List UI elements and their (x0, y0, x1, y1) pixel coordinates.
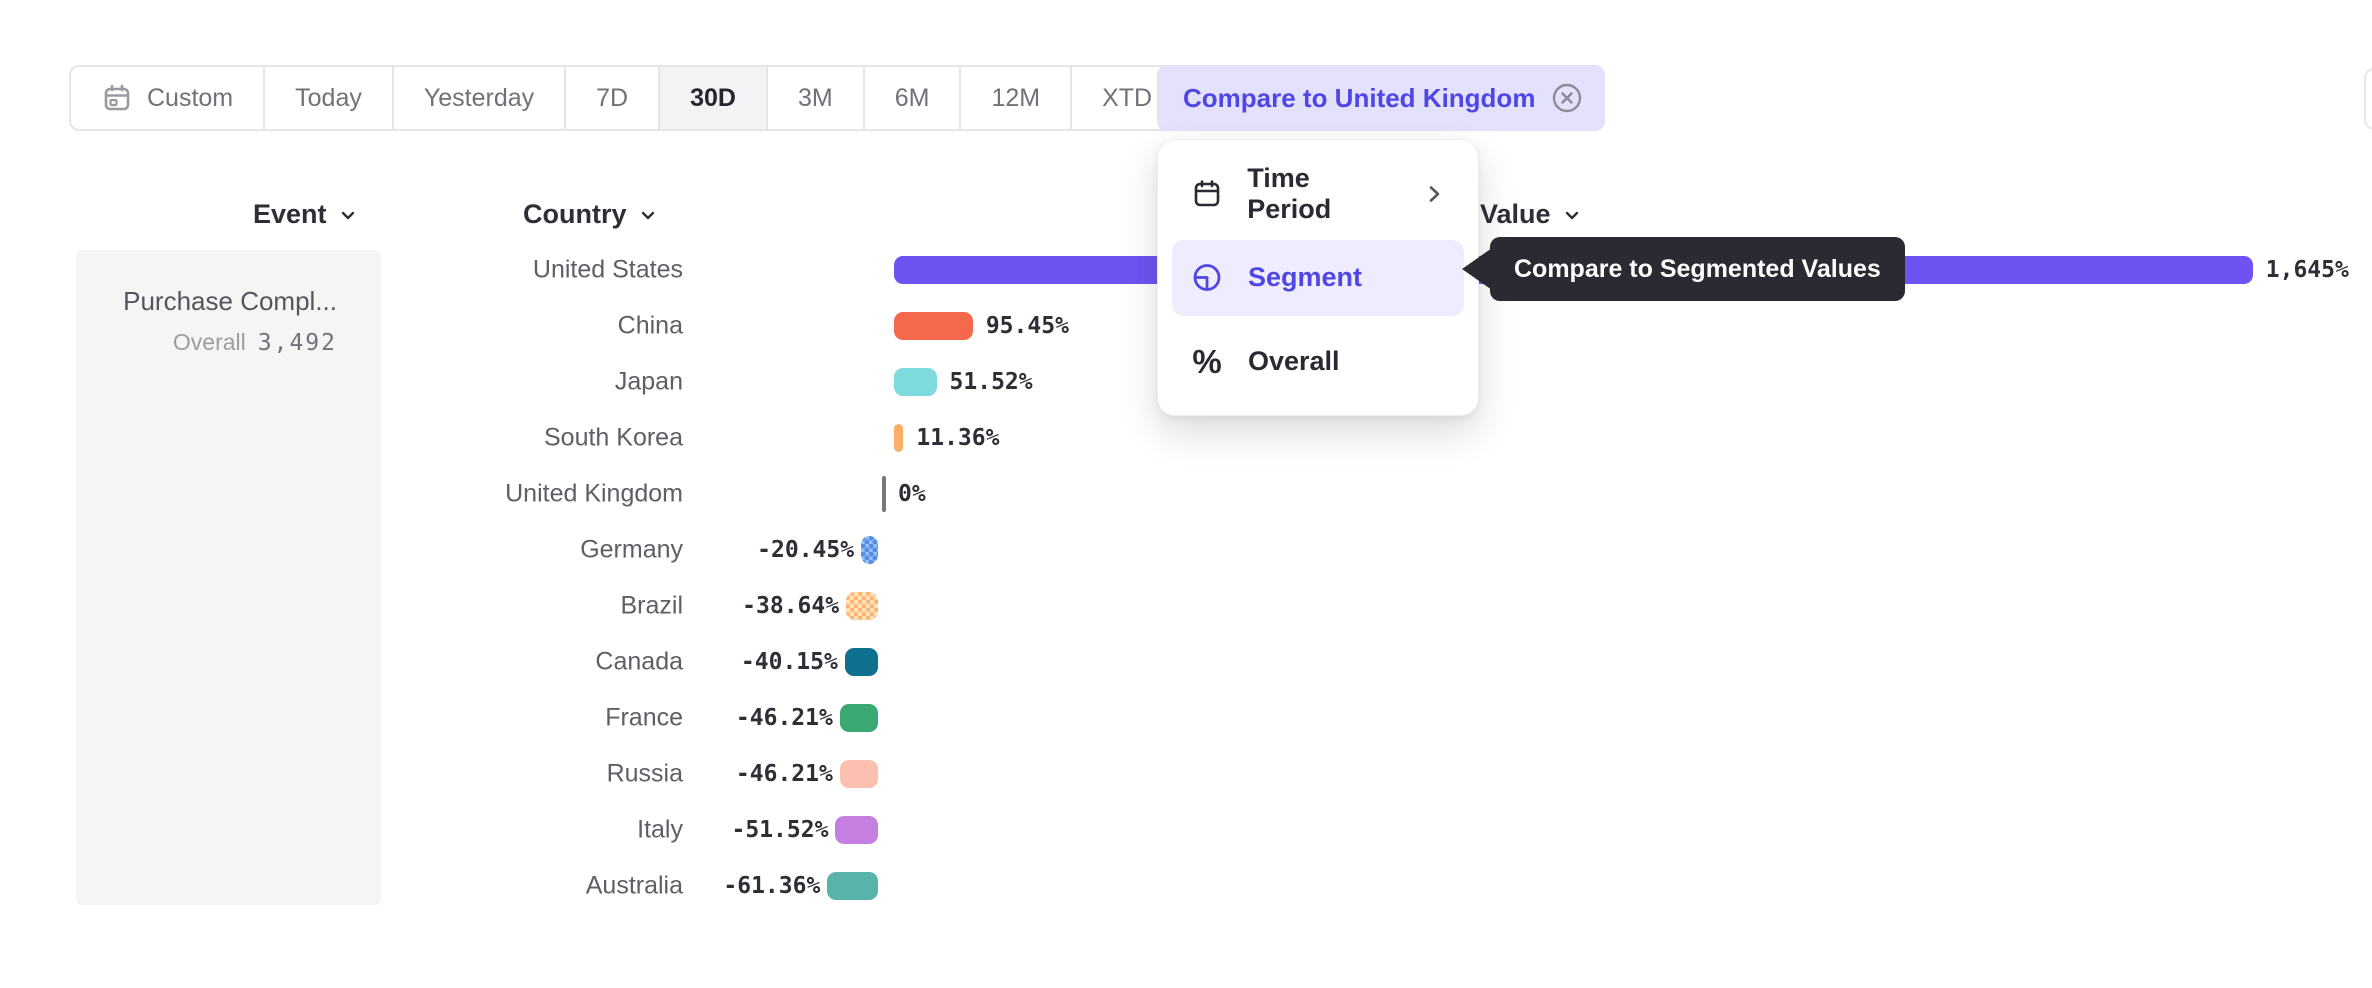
chart-row-russia: Russia -46.21% (0, 746, 2372, 802)
bar-germany[interactable] (861, 536, 878, 564)
calendar-icon (101, 82, 133, 114)
range-label: 30D (690, 83, 736, 112)
country-label: Australia (585, 871, 683, 900)
chart-row-united-kingdom: United Kingdom 0% (0, 466, 2372, 522)
range-30d-button[interactable]: 30D (660, 67, 768, 129)
chart-row-germany: Germany -20.45% (0, 522, 2372, 578)
bar-russia[interactable] (839, 760, 878, 788)
country-label: South Korea (544, 423, 683, 452)
chart-row-south-korea: South Korea 11.36% (0, 410, 2372, 466)
value-column-dropdown[interactable]: Value (1480, 199, 1583, 230)
country-label: Brazil (620, 591, 683, 620)
chart-row-japan: Japan 51.52% (0, 354, 2372, 410)
value-label: -46.21% (735, 761, 833, 787)
country-column-label: Country (523, 199, 627, 229)
chart-row-brazil: Brazil -38.64% (0, 578, 2372, 634)
chevron-down-icon (337, 204, 359, 226)
value-label: -46.21% (735, 705, 833, 731)
overall-label: Overall (172, 329, 246, 355)
country-label: Italy (637, 815, 683, 844)
range-label: Today (295, 83, 362, 112)
event-column-label: Event (253, 199, 327, 229)
country-label: Germany (580, 535, 683, 564)
range-custom-button[interactable]: Custom (71, 67, 266, 129)
menu-item-label: Time Period (1247, 163, 1332, 224)
country-label: Russia (606, 759, 683, 788)
country-label: United Kingdom (505, 479, 683, 508)
bar-china[interactable] (894, 312, 973, 340)
range-label: 6M (894, 83, 930, 112)
range-label: XTD (1102, 83, 1153, 112)
chevron-down-icon (1561, 204, 1583, 226)
menu-item-label: Overall (1248, 345, 1340, 376)
chart-row-china: China 95.45% (0, 298, 2372, 354)
range-label: Yesterday (423, 83, 535, 112)
bar-canada[interactable] (844, 648, 878, 676)
value-label: 1,645% (2265, 257, 2349, 283)
country-label: Japan (614, 367, 683, 396)
range-label: 3M (797, 83, 833, 112)
chart-row-canada: Canada -40.15% (0, 634, 2372, 690)
overall-count: 3,492 (257, 330, 337, 356)
event-name: Purchase Compl... (123, 286, 337, 316)
range-today-button[interactable]: Today (265, 67, 394, 129)
value-label: 51.52% (949, 369, 1033, 395)
menu-item-segment[interactable]: Segment (1172, 239, 1464, 316)
bar-japan[interactable] (894, 368, 937, 396)
value-label: -20.45% (757, 537, 855, 563)
event-overall-row: Overall 3,492 (92, 329, 337, 356)
range-label: Custom (147, 83, 234, 112)
range-6m-button[interactable]: 6M (865, 67, 962, 129)
chart-row-italy: Italy -51.52% (0, 802, 2372, 858)
compare-chip-label: Compare to United Kingdom (1183, 82, 1536, 113)
menu-item-overall[interactable]: % Overall (1172, 323, 1464, 399)
country-label: United States (532, 255, 683, 284)
close-circle-icon[interactable] (1551, 82, 1583, 114)
value-dropdown-menu: Time Period Segment% Overall (1157, 139, 1479, 416)
menu-item-time-period[interactable]: Time Period (1172, 156, 1464, 232)
tooltip: Compare to Segmented Values (1462, 237, 1905, 301)
range-label: 7D (596, 83, 629, 112)
country-label: China (617, 311, 683, 340)
bar-france[interactable] (839, 704, 878, 732)
chevron-down-icon (637, 204, 659, 226)
menu-item-label: Segment (1248, 262, 1363, 292)
country-label: France (605, 703, 683, 732)
tooltip-arrow-left (1462, 248, 1492, 290)
value-label: -61.36% (723, 873, 821, 899)
baseline-tick (882, 476, 886, 512)
event-column-dropdown[interactable]: Event (253, 199, 359, 230)
chart-row-france: France -46.21% (0, 690, 2372, 746)
tooltip-text: Compare to Segmented Values (1490, 237, 1905, 301)
event-panel[interactable]: Purchase Compl... Overall 3,492 (76, 250, 381, 905)
value-label: -38.64% (742, 593, 840, 619)
bar-australia[interactable] (827, 872, 878, 900)
range-7d-button[interactable]: 7D (566, 67, 661, 129)
range-label: 12M (991, 83, 1041, 112)
percent-icon: % (1192, 342, 1222, 380)
value-label: 95.45% (985, 313, 1069, 339)
clipped-control-edge (2364, 68, 2372, 130)
country-label: Canada (595, 647, 683, 676)
bar-brazil[interactable] (846, 592, 878, 620)
range-3m-button[interactable]: 3M (768, 67, 865, 129)
value-column-label: Value (1480, 199, 1551, 229)
value-label: 11.36% (916, 425, 1000, 451)
bar-south-korea[interactable] (894, 424, 904, 452)
calendar-icon (1190, 177, 1223, 211)
range-12m-button[interactable]: 12M (961, 67, 1073, 129)
chart-row-australia: Australia -61.36% (0, 858, 2372, 914)
chevron-right-icon (1422, 182, 1446, 206)
range-yesterday-button[interactable]: Yesterday (394, 67, 567, 129)
range-xtd-button[interactable]: XTD (1072, 67, 1218, 129)
date-range-toolbar: Custom Today Yesterday 7D 30D 3M 6M 12M XTD (69, 65, 1221, 131)
value-label: 0% (898, 481, 926, 507)
country-column-dropdown[interactable]: Country (523, 199, 659, 230)
compare-chip[interactable]: Compare to United Kingdom (1157, 65, 1606, 131)
value-label: -51.52% (731, 817, 829, 843)
value-label: -40.15% (740, 649, 838, 675)
bar-italy[interactable] (835, 816, 878, 844)
segment-icon (1190, 261, 1224, 295)
